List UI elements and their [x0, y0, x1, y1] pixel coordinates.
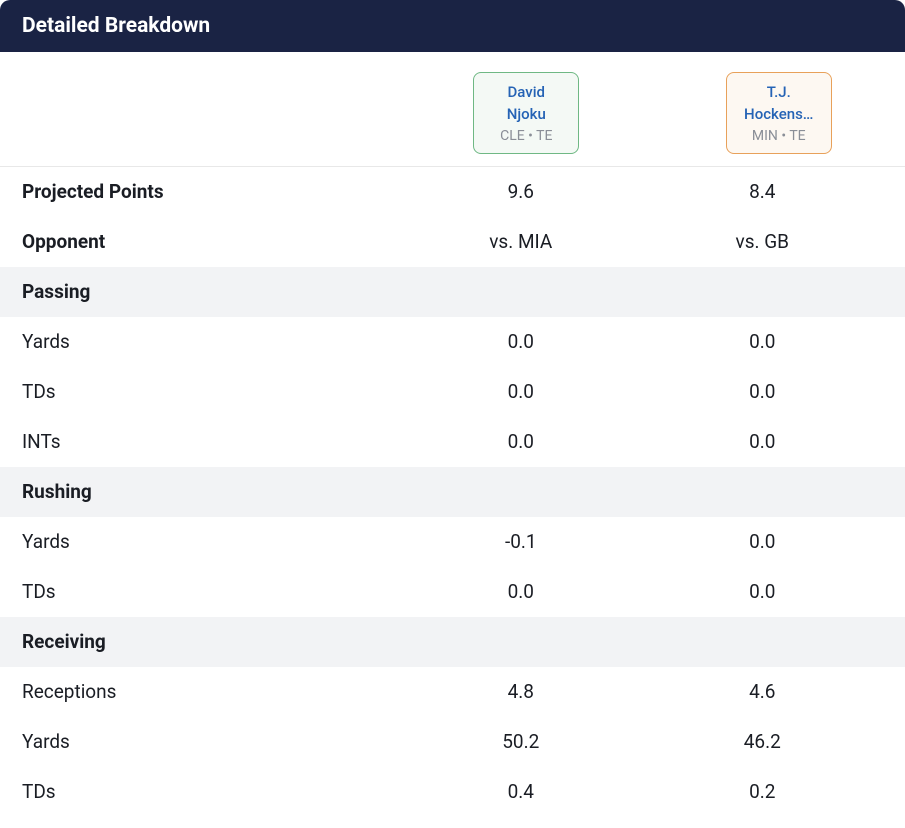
section-label-receiving: Receiving	[22, 630, 400, 653]
page-title: Detailed Breakdown	[22, 14, 883, 38]
stat-val-p1: 0.4	[400, 780, 642, 803]
row-recv-yards: Yards 50.2 46.2	[0, 717, 905, 767]
player-name-line1: David	[490, 82, 562, 104]
header: Detailed Breakdown	[0, 0, 905, 52]
stat-val-p1: -0.1	[400, 530, 642, 553]
row-rushing-tds: TDs 0.0 0.0	[0, 567, 905, 617]
section-label-rushing: Rushing	[22, 480, 400, 503]
section-passing: Passing	[0, 267, 905, 317]
player-name-line2: Hockens…	[743, 104, 815, 126]
stat-label: Yards	[22, 330, 400, 353]
empty-label-col	[0, 72, 400, 154]
player-meta: MIN • TE	[743, 128, 815, 144]
row-projected-points: Projected Points 9.6 8.4	[0, 167, 905, 217]
player-card-hockenson[interactable]: T.J. Hockens… MIN • TE	[726, 72, 832, 154]
stat-val-p1: 4.8	[400, 680, 642, 703]
stat-val-p2: 0.0	[642, 380, 884, 403]
stat-val-p1: 0.0	[400, 430, 642, 453]
stat-label: TDs	[22, 580, 400, 603]
section-receiving: Receiving	[0, 617, 905, 667]
player-col-1: David Njoku CLE • TE	[400, 72, 653, 154]
stat-label: Receptions	[22, 680, 400, 703]
player-name-line2: Njoku	[490, 104, 562, 126]
stat-val-projected-p1: 9.6	[400, 180, 642, 203]
stat-val-opponent-p1: vs. MIA	[400, 230, 642, 253]
stat-label-projected: Projected Points	[22, 180, 400, 203]
stat-label: TDs	[22, 780, 400, 803]
player-meta: CLE • TE	[490, 128, 562, 144]
section-rushing: Rushing	[0, 467, 905, 517]
stat-val-p2: 4.6	[642, 680, 884, 703]
stat-val-opponent-p2: vs. GB	[642, 230, 884, 253]
stat-val-p2: 0.0	[642, 580, 884, 603]
stat-val-projected-p2: 8.4	[642, 180, 884, 203]
stat-val-p2: 0.2	[642, 780, 884, 803]
section-label-passing: Passing	[22, 280, 400, 303]
row-recv-tds: TDs 0.4 0.2	[0, 767, 905, 817]
stat-label: Yards	[22, 730, 400, 753]
player-header-row: David Njoku CLE • TE T.J. Hockens… MIN •…	[0, 52, 905, 167]
stat-val-p2: 0.0	[642, 430, 884, 453]
player-card-njoku[interactable]: David Njoku CLE • TE	[473, 72, 579, 154]
stat-val-p1: 0.0	[400, 330, 642, 353]
row-rushing-yards: Yards -0.1 0.0	[0, 517, 905, 567]
stat-val-p2: 0.0	[642, 530, 884, 553]
row-opponent: Opponent vs. MIA vs. GB	[0, 217, 905, 267]
player-name-line1: T.J.	[743, 82, 815, 104]
row-receptions: Receptions 4.8 4.6	[0, 667, 905, 717]
stat-label: INTs	[22, 430, 400, 453]
stat-val-p1: 50.2	[400, 730, 642, 753]
stat-label: Yards	[22, 530, 400, 553]
stat-label-opponent: Opponent	[22, 230, 400, 253]
row-passing-tds: TDs 0.0 0.0	[0, 367, 905, 417]
stat-val-p2: 46.2	[642, 730, 884, 753]
stat-val-p1: 0.0	[400, 380, 642, 403]
stat-val-p2: 0.0	[642, 330, 884, 353]
player-col-2: T.J. Hockens… MIN • TE	[653, 72, 905, 154]
row-passing-yards: Yards 0.0 0.0	[0, 317, 905, 367]
stat-label: TDs	[22, 380, 400, 403]
stat-val-p1: 0.0	[400, 580, 642, 603]
row-passing-ints: INTs 0.0 0.0	[0, 417, 905, 467]
